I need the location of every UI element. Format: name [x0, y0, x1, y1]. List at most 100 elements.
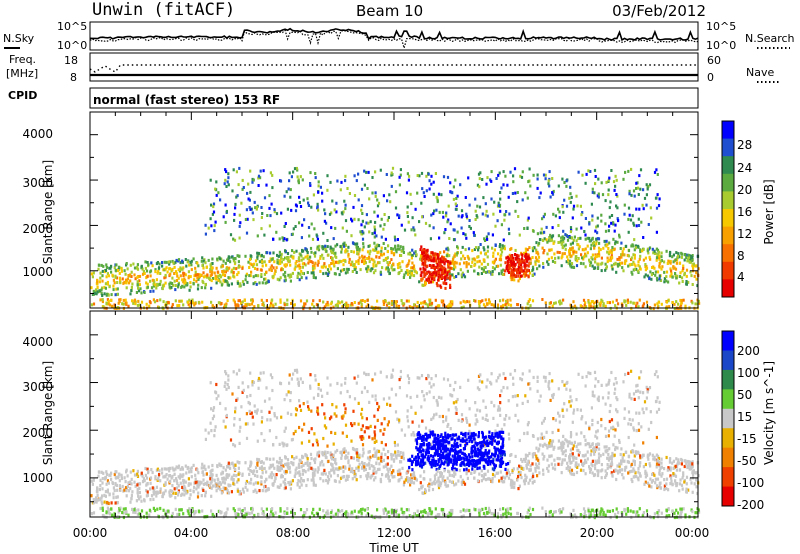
velocity-cell	[455, 400, 458, 404]
velocity-cell	[477, 374, 481, 378]
power-cell	[550, 235, 554, 239]
velocity-cell	[379, 477, 382, 481]
power-cell	[542, 265, 545, 269]
velocity-cell	[423, 398, 426, 402]
power-cell	[232, 298, 235, 302]
velocity-cell	[294, 468, 297, 472]
power-cell	[601, 299, 604, 303]
velocity-cell	[467, 469, 470, 473]
power-cell	[268, 206, 271, 210]
power-cell	[284, 278, 287, 282]
power-cell	[416, 174, 419, 177]
power-cell	[432, 259, 435, 263]
power-cell	[422, 269, 426, 273]
power-cell	[169, 272, 172, 276]
power-cell	[452, 197, 455, 201]
velocity-cell	[569, 404, 572, 408]
power-cell	[473, 257, 476, 261]
power-cell	[538, 264, 541, 268]
power-cell	[316, 245, 319, 249]
power-cell	[614, 242, 617, 246]
velocity-cell	[630, 369, 633, 373]
power-cell	[446, 175, 450, 179]
power-cell	[610, 251, 613, 254]
velocity-cell	[273, 479, 276, 483]
power-cell	[442, 299, 445, 303]
power-cell	[536, 186, 539, 190]
power-cell	[202, 275, 206, 279]
power-cell	[299, 272, 302, 276]
power-cell	[510, 255, 513, 258]
velocity-cell	[271, 482, 274, 486]
power-cell	[557, 256, 560, 260]
power-cell	[465, 214, 468, 218]
power-cell	[347, 245, 350, 249]
velocity-cell	[611, 474, 614, 478]
power-cell	[682, 267, 685, 270]
power-cell	[569, 264, 572, 268]
power-cell	[202, 281, 205, 285]
velocity-cell	[587, 509, 590, 513]
velocity-cell	[365, 426, 368, 430]
power-cell	[539, 191, 542, 195]
velocity-cell	[627, 460, 630, 464]
power-cell	[533, 272, 536, 276]
power-cell	[490, 197, 493, 201]
power-cell	[626, 301, 630, 304]
power-cell	[361, 230, 364, 233]
velocity-cell	[503, 423, 506, 427]
power-cell	[255, 207, 258, 211]
power-cell	[614, 304, 617, 308]
velocity-cell	[632, 467, 635, 471]
velocity-cell	[127, 513, 130, 517]
power-cell	[479, 251, 482, 255]
velocity-cell	[590, 449, 593, 453]
power-cell	[513, 278, 516, 282]
power-cell	[418, 280, 421, 284]
power-cell	[292, 170, 295, 174]
velocity-cell	[493, 468, 496, 472]
power-cell	[575, 264, 579, 268]
velocity-cell	[238, 492, 241, 496]
velocity-cell	[119, 506, 122, 510]
power-cell	[623, 203, 626, 207]
power-cell	[272, 251, 275, 255]
power-cell	[342, 210, 345, 214]
velocity-cell	[603, 445, 606, 449]
power-cell	[123, 269, 126, 273]
power-cell	[90, 303, 94, 307]
power-cell	[660, 259, 663, 263]
power-cell	[217, 279, 220, 282]
power-cell	[508, 263, 511, 267]
power-cell	[332, 237, 335, 241]
velocity-cell	[446, 452, 449, 456]
velocity-cell	[376, 508, 379, 512]
power-cell	[602, 246, 605, 250]
velocity-cell	[164, 489, 167, 493]
power-cell	[564, 243, 567, 247]
velocity-cell	[252, 422, 255, 426]
power-cell	[444, 278, 447, 282]
power-cell	[451, 258, 455, 261]
power-cell	[321, 191, 324, 195]
velocity-cell	[141, 480, 145, 484]
velocity-cell	[344, 377, 347, 381]
velocity-cell	[294, 472, 297, 476]
velocity-cell	[374, 451, 377, 455]
power-cell	[572, 207, 575, 211]
velocity-cell	[371, 437, 374, 441]
velocity-cell	[105, 472, 108, 476]
power-cell	[182, 274, 185, 278]
power-cell	[257, 176, 260, 180]
power-cell	[617, 219, 620, 223]
velocity-cell	[685, 482, 688, 486]
power-cell	[596, 304, 599, 308]
power-cell	[635, 207, 638, 211]
power-cell	[630, 256, 633, 260]
power-cell	[316, 263, 319, 267]
velocity-cell	[152, 506, 155, 510]
power-cell	[566, 255, 569, 259]
velocity-cell	[668, 514, 671, 518]
power-cell	[655, 206, 659, 210]
velocity-cell	[509, 512, 513, 516]
